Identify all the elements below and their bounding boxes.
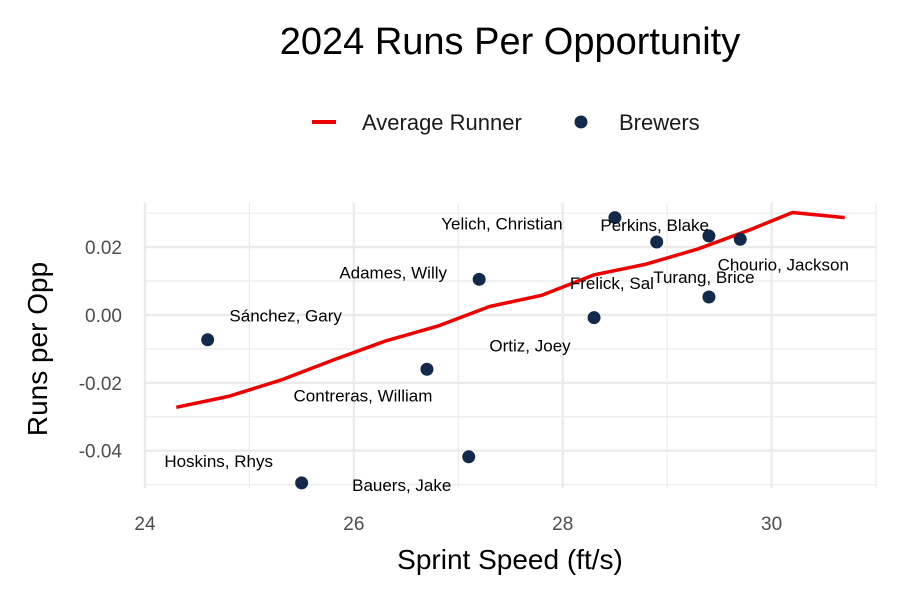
point-labels: Yelich, Christian Perkins, Blake Chourio, …	[164, 215, 849, 495]
y-tick-label: 0.02	[85, 238, 122, 259]
data-point	[420, 362, 434, 376]
grid	[143, 203, 877, 488]
legend-point-swatch	[574, 115, 588, 129]
point-label: Sánchez, Gary	[229, 307, 342, 326]
legend-label-average-runner: Average Runner	[362, 110, 522, 135]
point-label: Ortiz, Joey	[489, 337, 571, 356]
point-label: Yelich, Christian	[441, 215, 562, 234]
data-point	[702, 290, 716, 304]
brewers-series	[201, 211, 747, 490]
point-label: Frelick, Sal	[570, 274, 654, 293]
point-label: Perkins, Blake	[600, 216, 709, 235]
legend-label-brewers: Brewers	[619, 110, 700, 135]
tick-labels: 24 26 28 30 -0.04 -0.02 0.00 0.02	[79, 238, 782, 535]
data-point	[733, 232, 747, 246]
average-runner-line	[175, 210, 845, 410]
y-tick-label: -0.04	[79, 442, 123, 463]
point-label: Chourio, Jackson	[718, 255, 849, 274]
x-tick-label: 26	[343, 514, 364, 535]
point-label: Adames, Willy	[339, 263, 447, 282]
x-tick-label: 24	[134, 514, 156, 535]
y-tick-label: 0.00	[85, 306, 122, 327]
point-label: Turang, Brice	[653, 268, 754, 287]
x-tick-label: 30	[761, 514, 782, 535]
x-tick-label: 28	[552, 514, 573, 535]
data-point	[472, 272, 486, 286]
y-axis-title: Runs per Opp	[22, 262, 53, 436]
y-tick-label: -0.02	[79, 374, 122, 395]
point-label: Bauers, Jake	[352, 476, 451, 495]
data-point	[650, 235, 664, 249]
data-point	[587, 311, 601, 325]
data-point	[295, 476, 309, 490]
x-axis-title: Sprint Speed (ft/s)	[397, 544, 623, 575]
average-runner-series	[175, 210, 845, 410]
data-point	[608, 211, 622, 225]
data-point	[462, 450, 476, 464]
data-point	[702, 229, 716, 243]
chart-title: 2024 Runs Per Opportunity	[280, 21, 741, 63]
data-point	[201, 333, 215, 347]
point-label: Hoskins, Rhys	[164, 452, 273, 471]
point-label: Contreras, William	[294, 386, 433, 405]
legend: Average Runner Brewers	[312, 110, 700, 135]
